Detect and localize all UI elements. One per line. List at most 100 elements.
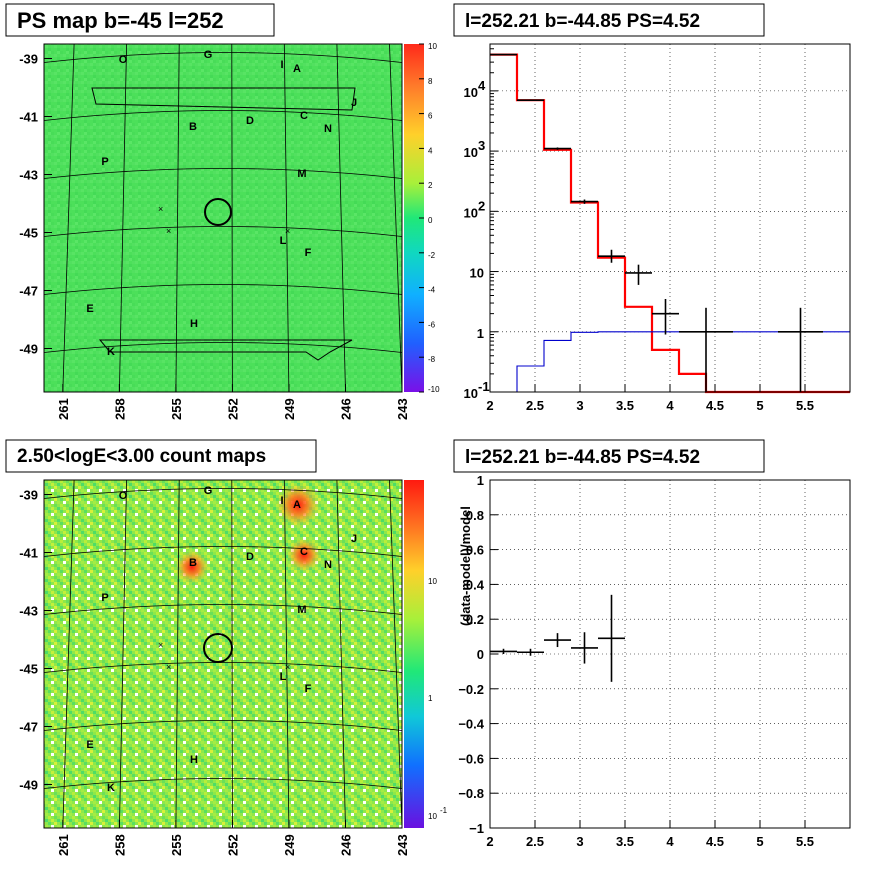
spectrum-x-tick-label: 2.5 <box>526 398 544 413</box>
residual-y-tick-label: 0.8 <box>466 508 484 523</box>
ps-map-source-label: E <box>86 303 93 315</box>
ps-map-meridian-line <box>336 43 346 393</box>
ps-map-axes: -39 -41 -43 -45 -47 -49 261 258 255 252 249 246 243 <box>19 52 410 421</box>
ps-map-source-label: I <box>280 59 283 71</box>
ps-map-meridian-line <box>231 43 233 393</box>
count-map-heatmap <box>44 480 402 828</box>
count-map-x-tick-label: 255 <box>169 834 184 856</box>
count-map-source-label: L <box>280 671 287 683</box>
ps-map-heatmap <box>44 44 402 392</box>
count-map-title: 2.50<logE<3.00 count maps <box>17 446 266 467</box>
count-map-meridian-line <box>389 479 403 829</box>
residual-y-tick-label: 0.6 <box>466 543 484 558</box>
count-map-cross-mark: × <box>285 662 290 672</box>
ps-map-frame <box>43 43 403 393</box>
ps-map-y-tick-label: -49 <box>19 342 38 357</box>
count-map-source-label: K <box>107 782 115 794</box>
spectrum-x-tick-label: 3.5 <box>616 398 634 413</box>
ps-map-colorbar-tick: 0 <box>428 216 433 225</box>
count-map-meridian-line <box>231 479 233 829</box>
ps-map-source-label: B <box>189 121 197 133</box>
residual-x-tick-label: 5 <box>756 834 763 849</box>
spectrum-panel: l=252.21 b=-44.85 PS=4.52 2 2.5 3 3.5 4 4.5 5 5… <box>453 3 851 413</box>
count-map-y-tick-label: -41 <box>19 546 38 561</box>
spectrum-y-tick-label: 10 <box>470 266 484 281</box>
ps-map-source-label: C <box>300 110 308 122</box>
count-map-y-tick-label: -49 <box>19 778 38 793</box>
count-map-coordinate-grid <box>43 479 403 829</box>
ps-map-colorbar-tick: -2 <box>428 251 436 260</box>
ps-map-source-label: O <box>119 54 128 66</box>
ps-map-cross-mark: × <box>166 226 171 236</box>
count-map-latitude-line <box>43 778 403 789</box>
ps-map-colorbar-tick: 10 <box>428 42 437 51</box>
ps-map-cross-mark: × <box>158 204 163 214</box>
count-map-x-tick-label: 258 <box>112 834 127 856</box>
spectrum-title-box <box>453 3 765 37</box>
count-map-cross-mark: × <box>158 640 163 650</box>
count-map-hotspot <box>287 538 321 572</box>
residual-y-axis-label: (data-model)/model <box>458 506 473 626</box>
count-map-meridian-line <box>283 479 290 829</box>
ps-map-x-tick-label: 255 <box>169 398 184 420</box>
ps-map-colorbar-tick: -6 <box>428 320 436 329</box>
residual-title-box <box>453 439 765 473</box>
ps-map-y-tick-label: -43 <box>19 168 38 183</box>
spectrum-y-tick-label: 10 <box>464 386 478 401</box>
ps-map-y-tick-label: -41 <box>19 110 38 125</box>
ps-map-colorbar-ticks: 10 8 6 4 2 0 -2 -4 -6 -8 -10 <box>419 42 440 394</box>
ps-map-meridian-line <box>119 43 127 393</box>
count-map-y-tick-label: -45 <box>19 662 38 677</box>
ps-map-latitude-line <box>43 342 403 353</box>
ps-map-x-tick-label: 249 <box>282 398 297 420</box>
ps-map-meridian-line <box>389 43 403 393</box>
residual-x-tick-label: 4 <box>666 834 674 849</box>
ps-map-source-label: M <box>297 168 306 180</box>
residual-y-tick-label: −0.8 <box>458 786 484 801</box>
ps-map-source-label: H <box>190 318 198 330</box>
spectrum-x-tick-label: 5 <box>756 398 763 413</box>
count-map-meridian-line <box>62 479 75 829</box>
count-map-source-label: J <box>351 533 357 545</box>
count-map-meridian-line <box>175 479 180 829</box>
count-map-source-label: M <box>297 604 306 616</box>
count-map-source-label: I <box>280 495 283 507</box>
count-map-colorbar-tick: 10 <box>428 812 437 821</box>
ps-map-latitude-line <box>43 52 403 63</box>
ps-map-source-label: D <box>246 115 254 127</box>
ps-map-source-label: A <box>293 63 301 75</box>
count-map-source-label: G <box>204 485 213 497</box>
spectrum-x-tick-label: 3 <box>576 398 583 413</box>
residual-x-tick-label: 3 <box>576 834 583 849</box>
ps-map-title-box <box>5 3 275 37</box>
count-map-source-label: P <box>101 592 108 604</box>
ps-map-source-label: F <box>305 247 312 259</box>
count-map-latitude-line <box>43 720 403 731</box>
residual-x-tick-label: 4.5 <box>706 834 724 849</box>
ps-map-latitude-line <box>43 110 403 121</box>
count-map-x-tick-label: 243 <box>395 834 410 856</box>
count-map-source-label: E <box>86 739 93 751</box>
count-map-meridian-line <box>336 479 346 829</box>
spectrum-y-tick-label: 10 <box>464 85 478 100</box>
spectrum-y-tick-exponent: 4 <box>478 78 486 93</box>
count-map-source-label: O <box>119 490 128 502</box>
spectrum-y-tick-exponent: 2 <box>478 198 485 213</box>
residual-y-tick-label: −0.2 <box>458 682 484 697</box>
ps-map-source-label: G <box>204 49 213 61</box>
ps-map-source-label: K <box>107 346 115 358</box>
ps-map-x-tick-label: 246 <box>338 398 353 420</box>
ps-map-colorbar-tick: -4 <box>428 286 436 295</box>
count-map-meridian-line <box>119 479 127 829</box>
count-map-x-tick-label: 261 <box>56 834 71 856</box>
ps-map-meridian-line <box>283 43 290 393</box>
ps-map-source-label: P <box>101 156 108 168</box>
count-map-colorbar <box>404 480 424 828</box>
count-map-cross-mark: × <box>166 662 171 672</box>
count-map-source-label: F <box>305 683 312 695</box>
ps-map-colorbar-tick: 8 <box>428 77 433 86</box>
count-map-axes: -39 -41 -43 -45 -47 -49 261 258 255 252 249 246 243 <box>19 488 410 857</box>
spectrum-title: l=252.21 b=-44.85 PS=4.52 <box>465 11 700 32</box>
count-map-source-label: N <box>324 559 332 571</box>
